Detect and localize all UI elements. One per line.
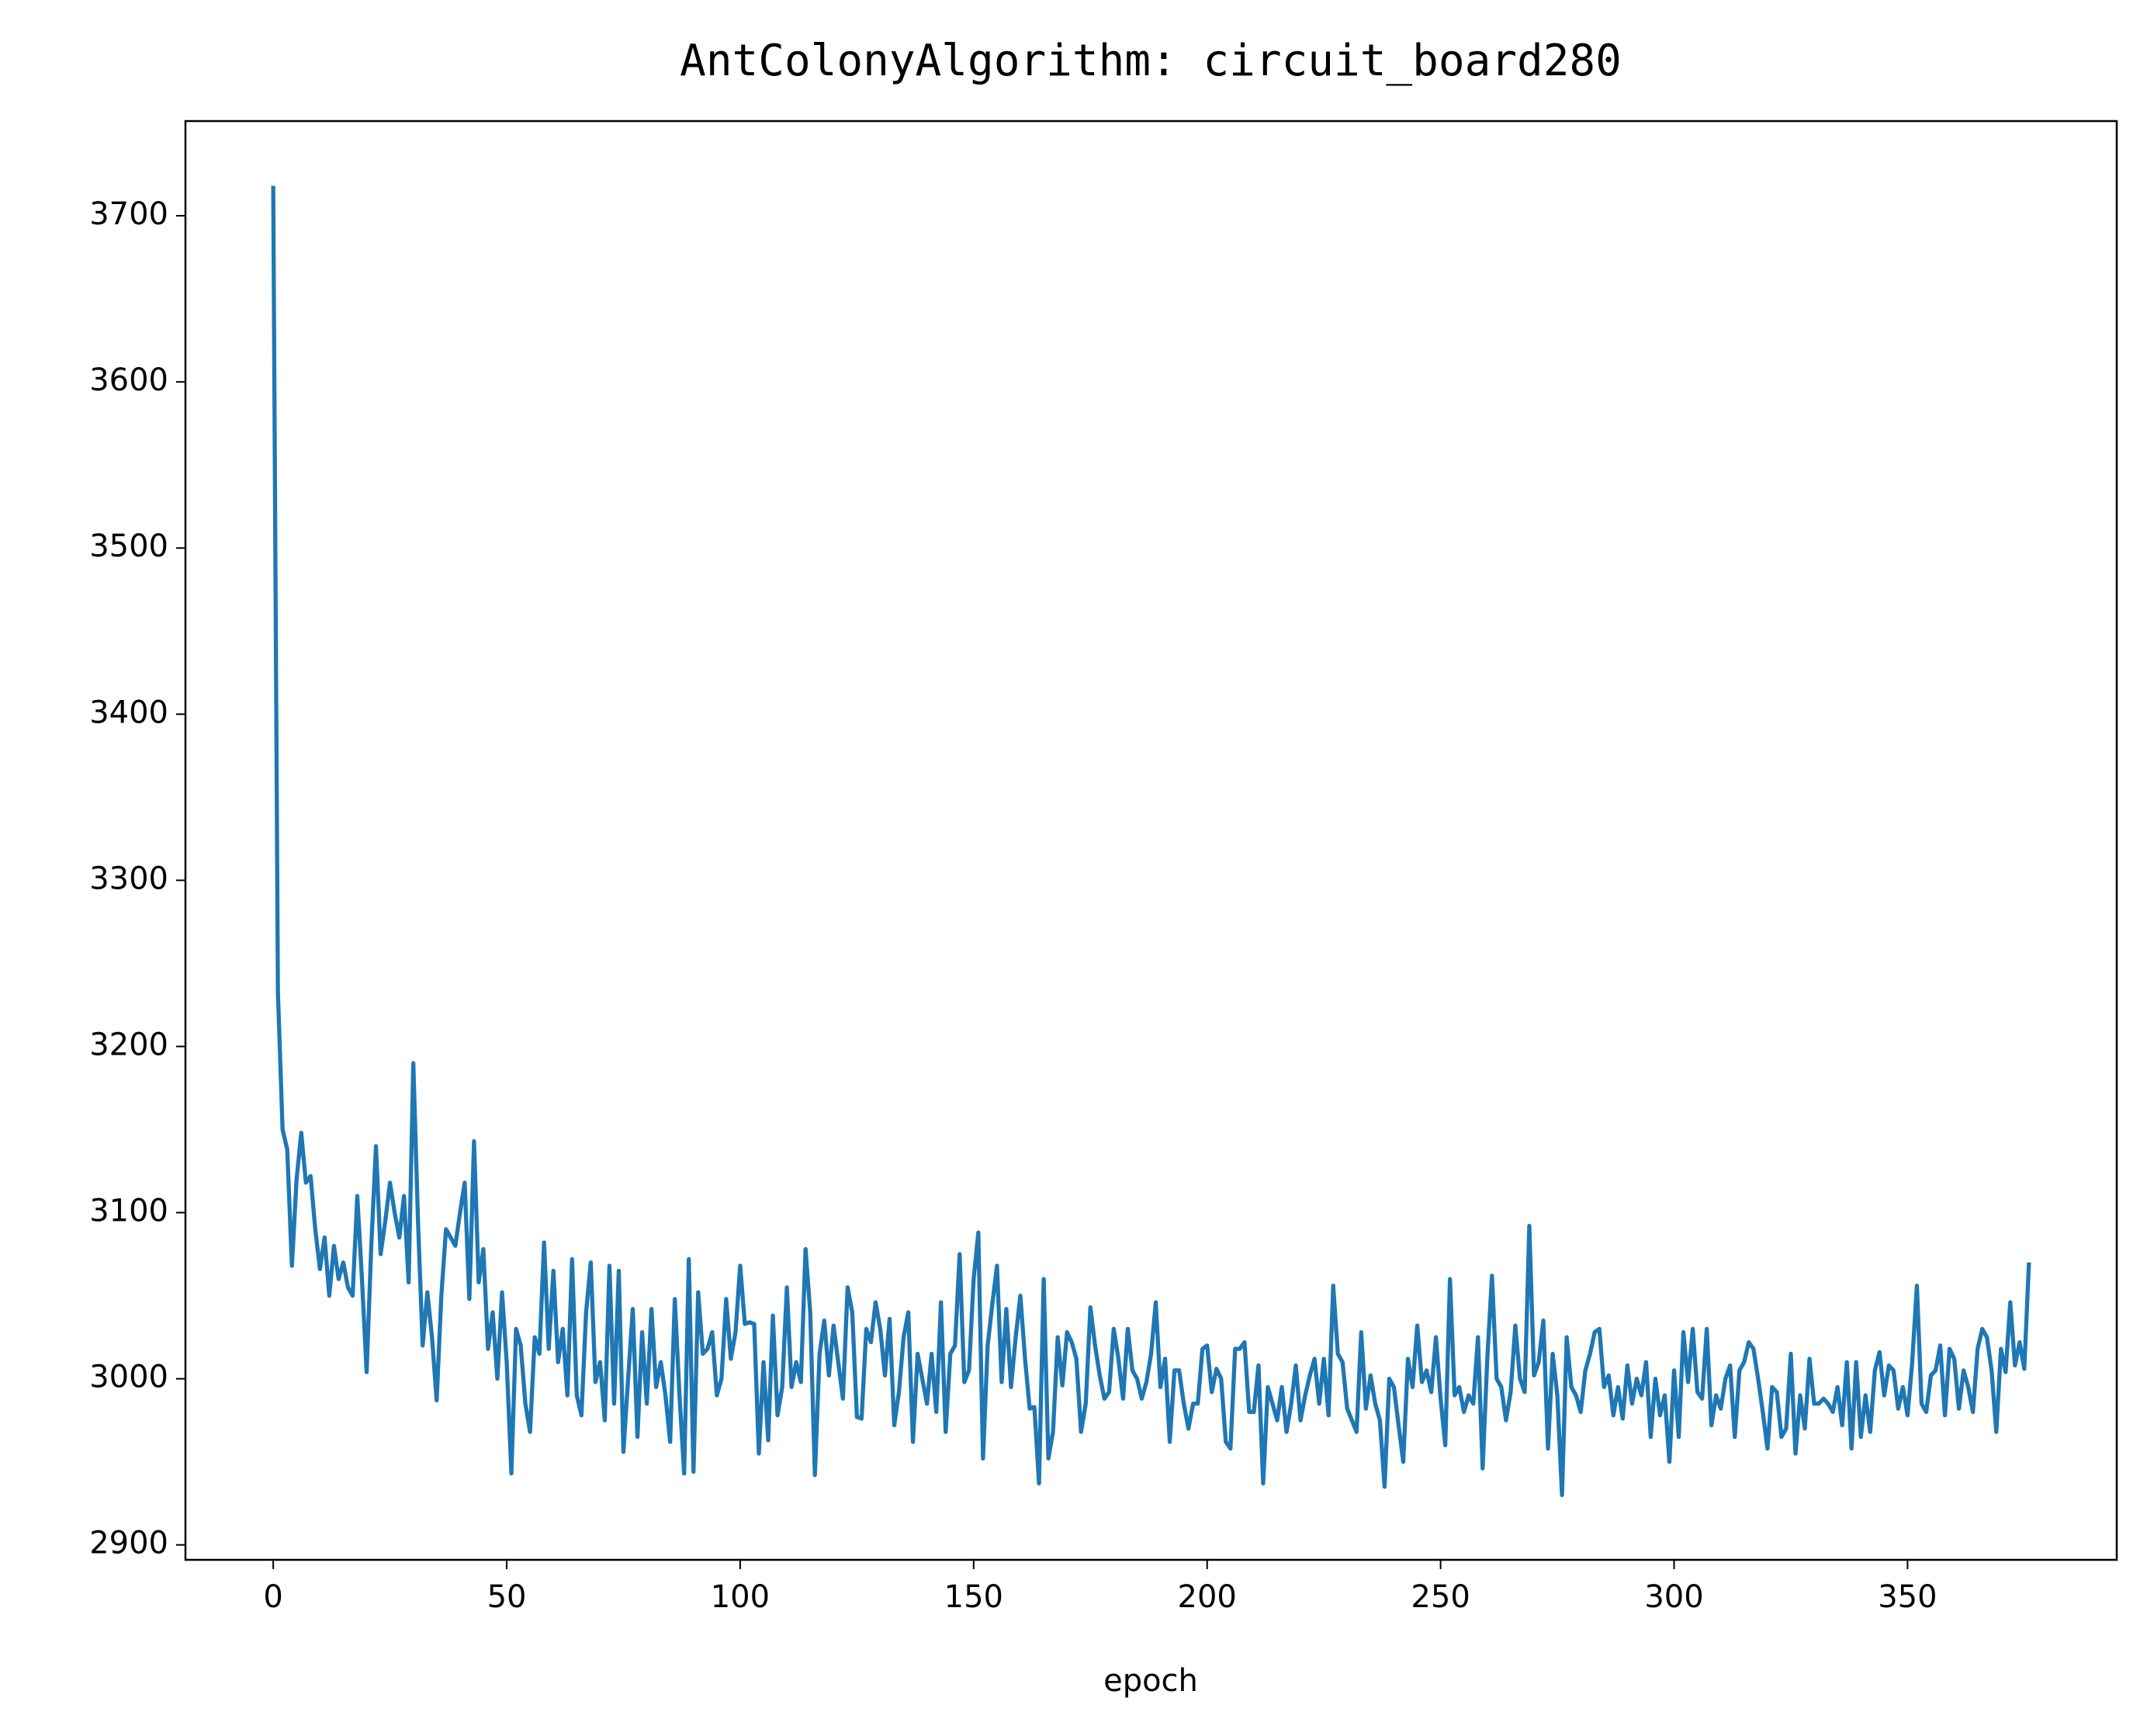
x-tick-label: 350 — [1878, 1579, 1937, 1615]
y-tick-label: 3000 — [89, 1360, 168, 1395]
chart-title: AntColonyAlgorithm: circuit_board280 — [680, 36, 1622, 86]
x-tick-label: 300 — [1644, 1579, 1703, 1615]
x-tick-label: 150 — [944, 1579, 1003, 1615]
x-tick-label: 0 — [263, 1579, 282, 1615]
x-tick-label: 50 — [487, 1579, 527, 1615]
y-tick-label: 3200 — [89, 1027, 168, 1062]
y-tick-label: 3700 — [89, 196, 168, 232]
x-tick-label: 200 — [1178, 1579, 1237, 1615]
y-tick-label: 3500 — [89, 528, 168, 564]
y-tick-label: 3400 — [89, 695, 168, 730]
x-tick-label: 100 — [711, 1579, 770, 1615]
data-line — [271, 185, 2031, 1498]
y-tick-label: 3300 — [89, 861, 168, 896]
plot-frame — [184, 120, 2118, 1561]
x-tick-label: 250 — [1411, 1579, 1470, 1615]
x-axis-label: epoch — [1103, 1663, 1198, 1699]
y-tick-label: 3100 — [89, 1194, 168, 1229]
y-tick-label: 3600 — [89, 362, 168, 398]
y-tick-label: 2900 — [89, 1526, 168, 1561]
